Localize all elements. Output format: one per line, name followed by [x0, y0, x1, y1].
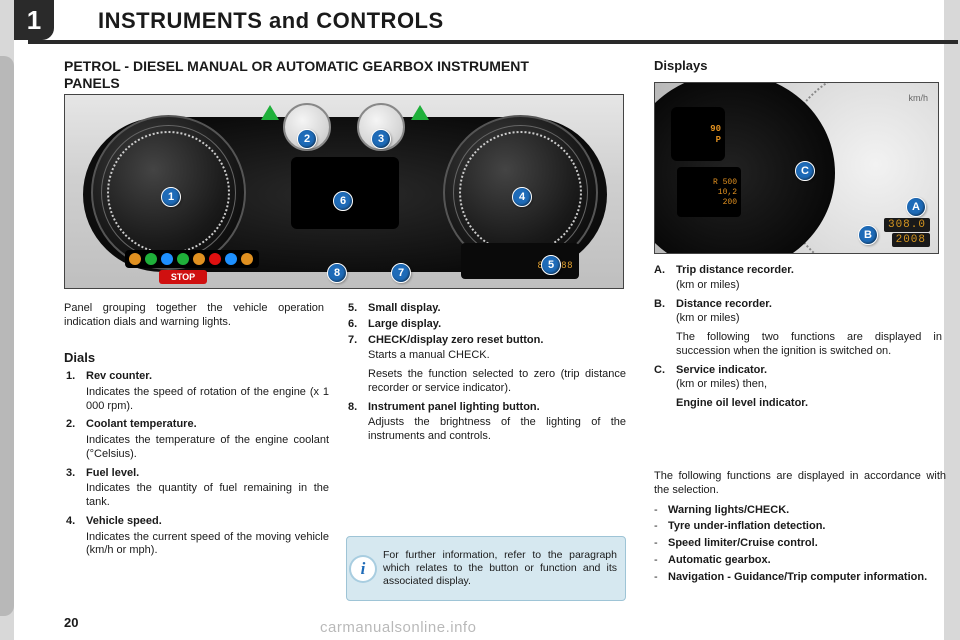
right-turn-indicator-icon	[411, 105, 429, 120]
displays-list: A.Trip distance recorder. (km or miles) …	[654, 264, 942, 416]
watermark: carmanualsonline.info	[320, 619, 476, 636]
title-underline	[28, 40, 958, 44]
chapter-number: 1	[27, 5, 41, 36]
callout-7: 7	[391, 263, 411, 283]
callout-1: 1	[161, 187, 181, 207]
section-title: PETROL - DIESEL MANUAL OR AUTOMATIC GEAR…	[64, 58, 584, 92]
callout-8: 8	[327, 263, 347, 283]
callout-5: 5	[541, 255, 561, 275]
total-odometer: 2008	[892, 233, 930, 247]
dials-list: 1.Rev counter. Indicates the speed of ro…	[64, 370, 329, 563]
dials-list-2: 5.Small display. 6.Large display. 7.CHEC…	[346, 302, 626, 449]
kmh-label: km/h	[908, 93, 928, 103]
page-number: 20	[64, 615, 78, 630]
odometer-group: 308.0 2008	[884, 218, 930, 247]
side-tab	[0, 56, 14, 616]
info-text: For further information, refer to the pa…	[383, 549, 617, 588]
chapter-title: INSTRUMENTS and CONTROLS	[98, 8, 444, 34]
instrument-cluster-figure: STOP 888888 1 2 3 4 5 6 7 8	[64, 94, 624, 289]
functions-list: The following functions are displayed in…	[654, 470, 946, 587]
trip-odometer: 308.0	[884, 218, 930, 232]
callout-4: 4	[512, 187, 532, 207]
callout-6: 6	[333, 191, 353, 211]
displays-figure: 90 P R 500 10,2 200 308.0 2008 km/h C A …	[654, 82, 939, 254]
callout-c: C	[795, 161, 815, 181]
page: 1 INSTRUMENTS and CONTROLS PETROL - DIES…	[14, 0, 944, 640]
info-icon: i	[351, 557, 375, 581]
intro-paragraph: Panel grouping together the vehicle oper…	[64, 302, 324, 334]
small-display-area: 888888	[461, 243, 579, 279]
dials-heading: Dials	[64, 350, 95, 366]
chapter-badge: 1	[14, 0, 54, 40]
callout-3: 3	[371, 129, 391, 149]
callout-2: 2	[297, 129, 317, 149]
stop-warning-icon: STOP	[159, 270, 207, 284]
displays-heading: Displays	[654, 58, 707, 73]
cruise-display: 90 P	[671, 107, 725, 161]
warning-light-strip	[125, 250, 259, 268]
left-turn-indicator-icon	[261, 105, 279, 120]
info-box: i For further information, refer to the …	[346, 536, 626, 601]
callout-b: B	[858, 225, 878, 245]
trip-computer-display: R 500 10,2 200	[677, 167, 741, 217]
callout-a: A	[906, 197, 926, 217]
